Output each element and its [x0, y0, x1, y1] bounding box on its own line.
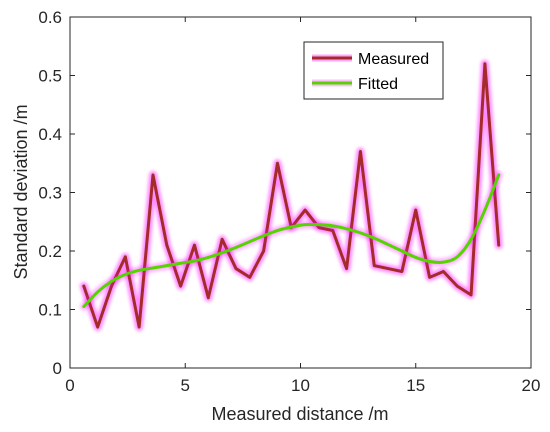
- data-point-measured: [165, 243, 169, 247]
- legend-box: [303, 41, 444, 100]
- data-point-fitted: [497, 173, 500, 177]
- plot-area: [79, 59, 503, 332]
- data-point-measured: [483, 62, 487, 65]
- y-tick-label: 0.4: [38, 125, 62, 144]
- data-point-fitted: [386, 243, 390, 246]
- data-point-measured: [151, 173, 155, 177]
- data-point-fitted: [317, 223, 321, 226]
- data-point-measured: [400, 270, 404, 273]
- data-point-fitted: [469, 238, 473, 241]
- data-point-fitted: [303, 223, 307, 226]
- data-point-measured: [497, 243, 500, 247]
- data-point-fitted: [165, 264, 169, 267]
- data-point-fitted: [290, 225, 293, 229]
- data-point-fitted: [345, 227, 348, 230]
- y-tick-label: 0.5: [38, 67, 62, 86]
- x-tick-label: 10: [291, 376, 310, 395]
- data-point-measured: [442, 270, 445, 273]
- data-point-fitted: [331, 224, 334, 228]
- data-point-fitted: [193, 259, 196, 263]
- data-point-fitted: [483, 208, 487, 212]
- data-point-measured: [414, 208, 417, 212]
- data-point-measured: [262, 249, 265, 253]
- data-point-fitted: [373, 236, 376, 240]
- y-tick-label: 0.1: [38, 301, 62, 320]
- x-axis: 0 5 10 15 20: [65, 17, 540, 395]
- data-point-measured: [234, 267, 238, 270]
- data-point-fitted: [248, 240, 251, 243]
- data-point-fitted: [276, 229, 279, 232]
- data-point-fitted: [262, 234, 265, 237]
- data-point-measured: [386, 267, 390, 270]
- data-point-measured: [193, 243, 196, 247]
- data-point-fitted: [456, 255, 459, 259]
- data-point-fitted: [124, 273, 127, 276]
- data-point-measured: [469, 293, 473, 297]
- y-tick-label: 0: [53, 359, 62, 378]
- data-point-fitted: [359, 231, 362, 235]
- x-axis-label: Measured distance /m: [211, 404, 388, 424]
- x-tick-label: 5: [181, 376, 190, 395]
- data-point-measured: [137, 325, 141, 329]
- series-glow-measured: [79, 59, 503, 332]
- data-point-measured: [428, 276, 431, 279]
- data-point-measured: [124, 255, 127, 259]
- y-tick-label: 0.2: [38, 242, 62, 261]
- data-point-fitted: [428, 260, 431, 263]
- y-tick-label: 0.3: [38, 184, 62, 203]
- y-axis-label: Standard deviation /m: [11, 104, 31, 279]
- legend-label-measured: Measured: [358, 51, 429, 68]
- data-point-measured: [276, 162, 279, 165]
- data-point-fitted: [400, 249, 404, 253]
- data-point-fitted: [179, 262, 182, 265]
- data-point-fitted: [137, 269, 141, 272]
- y-axis: 0 0.1 0.2 0.3 0.4 0.5 0.6: [38, 8, 531, 378]
- x-tick-label: 20: [522, 376, 541, 395]
- data-point-fitted: [234, 246, 238, 249]
- data-point-measured: [82, 284, 86, 288]
- data-point-fitted: [207, 256, 210, 259]
- data-point-fitted: [110, 280, 113, 283]
- data-point-measured: [248, 276, 251, 279]
- x-tick-label: 15: [406, 376, 425, 395]
- legend: Measured Fitted: [303, 41, 444, 100]
- data-point-fitted: [96, 290, 99, 294]
- data-point-measured: [96, 325, 99, 329]
- data-point-measured: [345, 267, 348, 270]
- data-point-measured: [179, 284, 182, 288]
- data-point-measured: [373, 264, 376, 267]
- data-point-measured: [220, 238, 224, 241]
- data-point-measured: [207, 296, 210, 299]
- data-point-measured: [359, 150, 362, 153]
- y-tick-label: 0.6: [38, 8, 62, 27]
- data-point-measured: [456, 284, 459, 288]
- data-point-fitted: [220, 251, 224, 254]
- data-point-measured: [303, 208, 307, 212]
- data-point-fitted: [82, 305, 86, 308]
- data-point-fitted: [414, 256, 417, 259]
- data-point-fitted: [442, 260, 445, 264]
- x-tick-label: 0: [65, 376, 74, 395]
- legend-label-fitted: Fitted: [358, 76, 398, 93]
- data-point-fitted: [151, 266, 155, 270]
